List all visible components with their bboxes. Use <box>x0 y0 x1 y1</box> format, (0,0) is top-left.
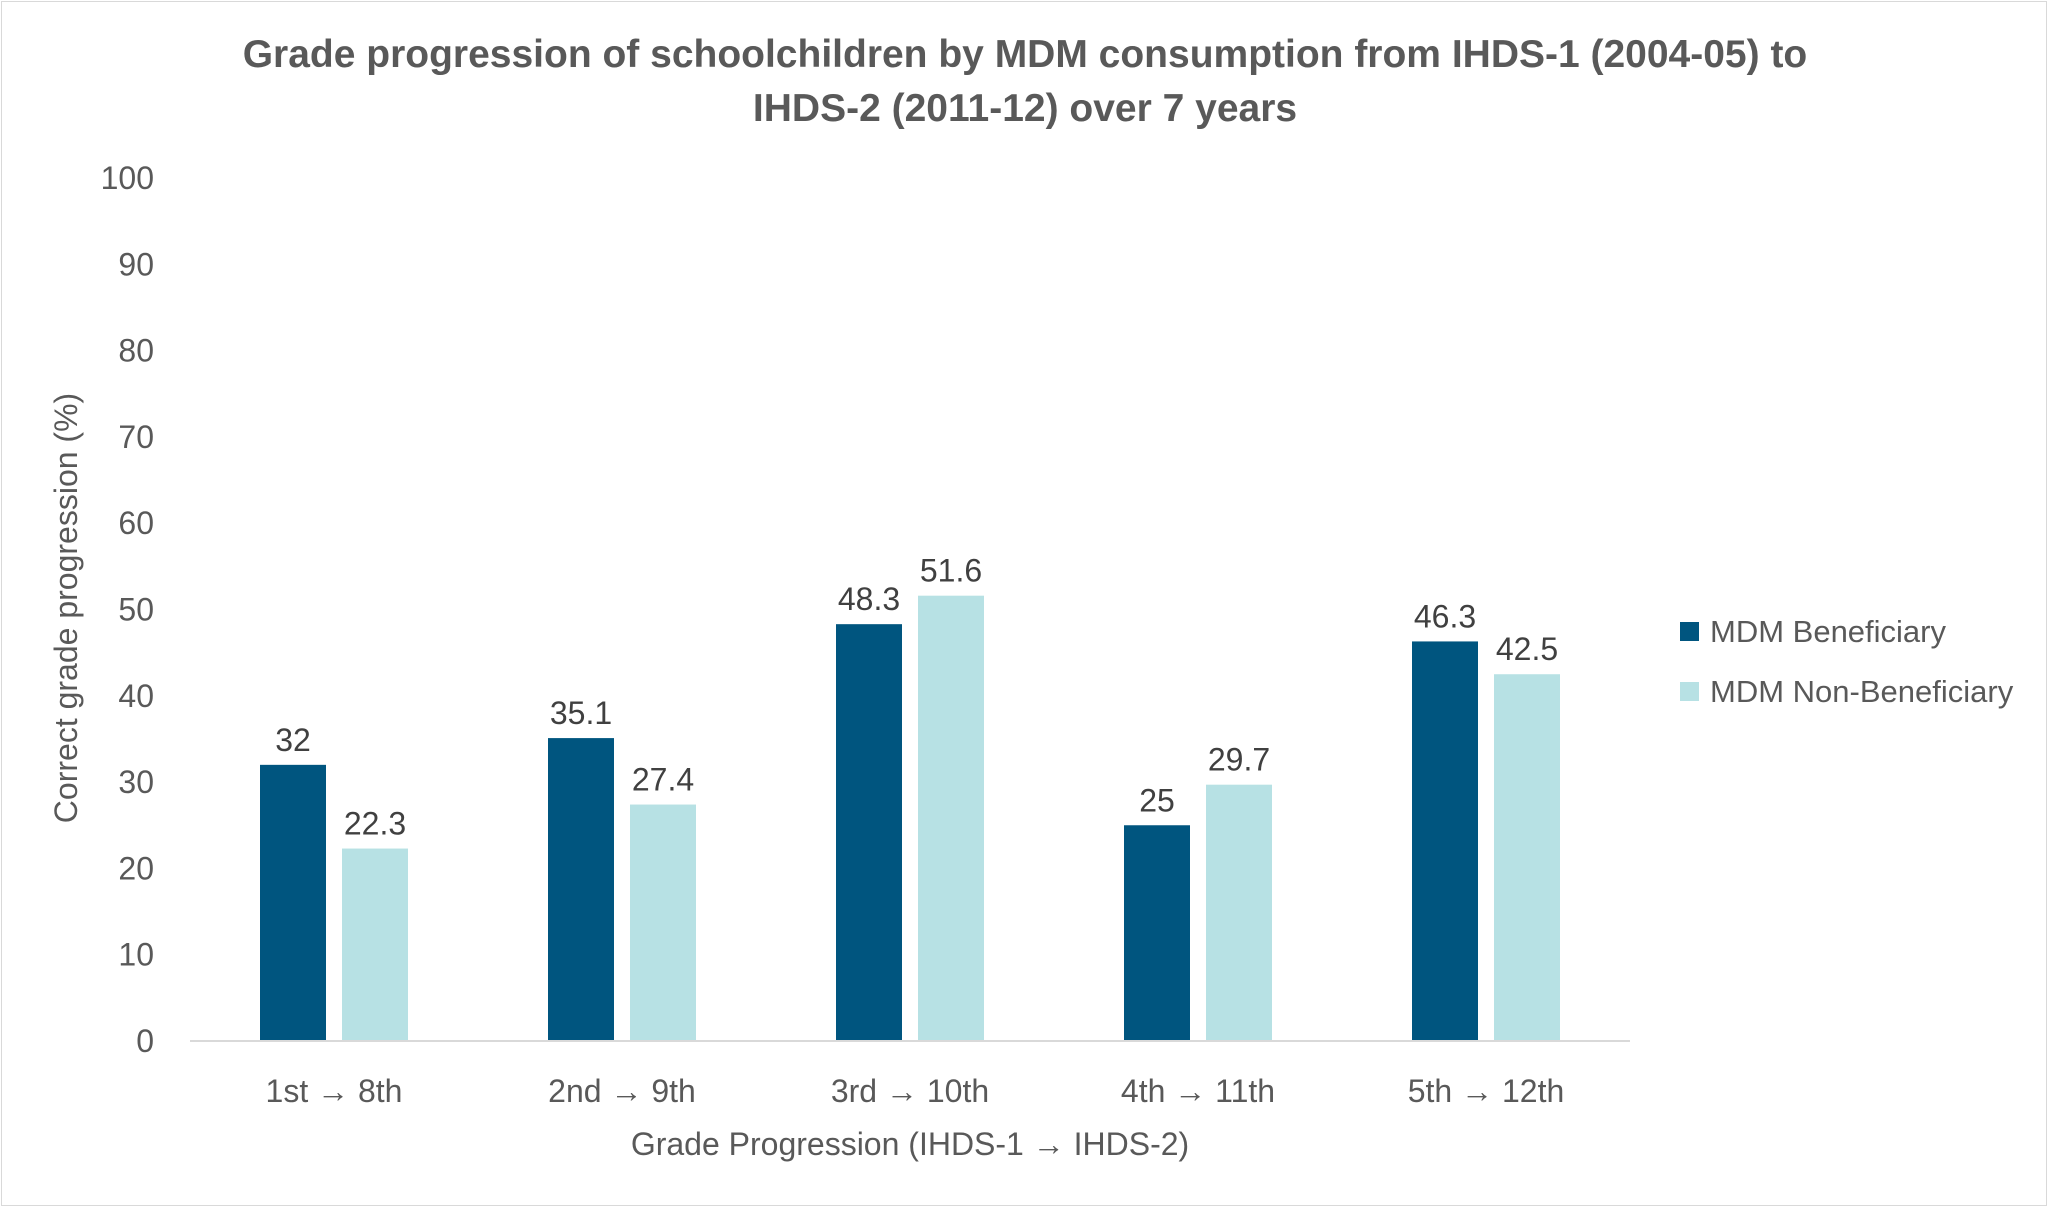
y-tick-label: 100 <box>101 160 154 196</box>
x-category-label: 4th → 11th <box>1121 1073 1275 1109</box>
bar-data-label: 46.3 <box>1414 598 1476 634</box>
y-tick-label: 20 <box>118 850 154 886</box>
y-tick-label: 30 <box>118 764 154 800</box>
bar-beneficiary <box>1124 825 1190 1041</box>
legend-swatch-beneficiary <box>1680 622 1699 641</box>
x-category-label: 1st → 8th <box>266 1073 403 1109</box>
bar-non-beneficiary <box>918 595 984 1041</box>
y-tick-label: 70 <box>118 419 154 455</box>
y-axis-ticks: 0 10 20 30 40 50 60 70 80 90 100 <box>101 160 154 1059</box>
bar-data-label: 27.4 <box>632 762 694 798</box>
bar-data-label: 22.3 <box>344 806 406 842</box>
bar-data-label: 35.1 <box>550 695 612 731</box>
chart-title-line-2: IHDS-2 (2011-12) over 7 years <box>753 87 1297 130</box>
x-category-label: 3rd → 10th <box>831 1073 989 1109</box>
bar-beneficiary <box>1412 641 1478 1041</box>
y-tick-label: 50 <box>118 592 154 628</box>
x-category-label: 2nd → 9th <box>548 1073 696 1109</box>
chart-title-line-1: Grade progression of schoolchildren by M… <box>243 33 1808 76</box>
data-labels: 32 22.3 35.1 27.4 48.3 51.6 25 29.7 46.3 42.5 <box>275 553 1558 842</box>
legend-swatch-non-beneficiary <box>1680 682 1699 701</box>
x-category-label: 5th → 12th <box>1408 1073 1565 1109</box>
y-tick-label: 0 <box>136 1023 154 1059</box>
legend-label-non-beneficiary: MDM Non-Beneficiary <box>1710 674 2014 709</box>
legend: MDM Beneficiary MDM Non-Beneficiary <box>1680 614 2014 709</box>
bar-beneficiary <box>260 764 326 1041</box>
bar-beneficiary <box>836 624 902 1041</box>
x-axis-title: Grade Progression (IHDS-1 → IHDS-2) <box>631 1126 1189 1162</box>
bar-non-beneficiary <box>342 848 408 1041</box>
bar-data-label: 51.6 <box>920 553 982 589</box>
y-tick-label: 90 <box>118 246 154 282</box>
y-axis-title: Correct grade progression (%) <box>48 393 84 823</box>
bar-non-beneficiary <box>1206 784 1272 1041</box>
bar-series <box>260 595 1560 1041</box>
bar-data-label: 29.7 <box>1208 742 1270 778</box>
bar-non-beneficiary <box>630 804 696 1041</box>
y-tick-label: 60 <box>118 505 154 541</box>
y-tick-label: 40 <box>118 678 154 714</box>
y-tick-label: 80 <box>118 333 154 369</box>
x-axis-categories: 1st → 8th 2nd → 9th 3rd → 10th 4th → 11th 5t… <box>266 1073 1565 1109</box>
bar-data-label: 32 <box>275 722 311 758</box>
y-tick-label: 10 <box>118 937 154 973</box>
bar-data-label: 42.5 <box>1496 631 1558 667</box>
legend-label-beneficiary: MDM Beneficiary <box>1710 614 1946 649</box>
bar-non-beneficiary <box>1494 674 1560 1041</box>
bar-data-label: 25 <box>1139 782 1175 818</box>
bar-beneficiary <box>548 738 614 1041</box>
bar-data-label: 48.3 <box>838 581 900 617</box>
